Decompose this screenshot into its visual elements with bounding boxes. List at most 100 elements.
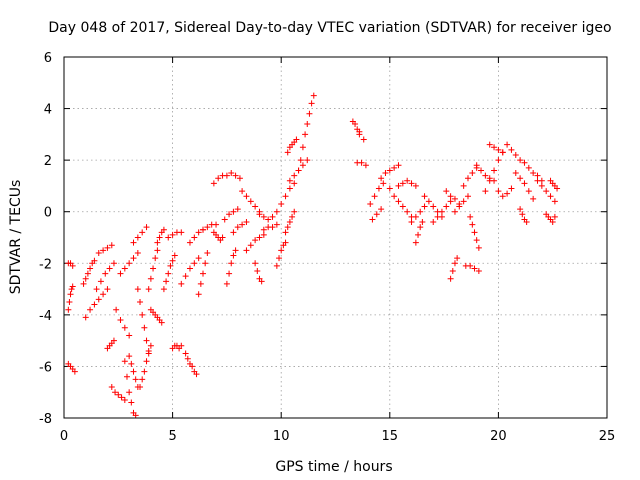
series-arc-37 <box>260 221 280 233</box>
data-point <box>395 182 402 189</box>
data-point <box>306 110 313 117</box>
data-point <box>475 244 482 251</box>
data-point <box>252 237 259 244</box>
series-arc-18 <box>147 306 165 326</box>
data-point <box>534 172 541 179</box>
series-arc-47 <box>367 180 387 207</box>
data-point <box>254 268 261 275</box>
series-arc-39 <box>278 180 298 207</box>
data-point <box>530 170 537 177</box>
data-point <box>380 180 387 187</box>
data-point <box>491 144 498 151</box>
data-point <box>260 231 267 238</box>
series-arc-31 <box>223 247 239 287</box>
series-arc-72 <box>547 177 561 192</box>
data-point <box>95 249 102 256</box>
series-arc-61 <box>467 213 482 251</box>
data-point <box>482 172 489 179</box>
series-arc-19 <box>154 226 167 246</box>
series-arc-66 <box>504 141 524 164</box>
data-point <box>184 355 191 362</box>
data-point <box>128 360 135 367</box>
data-point <box>239 188 246 195</box>
data-point <box>543 188 550 195</box>
data-point <box>256 211 263 218</box>
data-point <box>549 219 556 226</box>
data-point <box>234 206 241 213</box>
data-point <box>419 219 426 226</box>
data-point <box>478 167 485 174</box>
data-point <box>147 342 154 349</box>
plot-frame <box>63 56 608 419</box>
x-axis-label: GPS time / hours <box>275 459 392 475</box>
data-point <box>265 216 272 223</box>
series-arc-38 <box>273 239 289 269</box>
data-point <box>391 164 398 171</box>
series-arc-30 <box>221 206 241 223</box>
series-arc-43 <box>284 136 300 156</box>
data-point <box>512 151 519 158</box>
data-point <box>382 170 389 177</box>
series-arc-53 <box>412 219 426 246</box>
data-point <box>139 229 146 236</box>
data-point <box>126 353 133 360</box>
series-arc-63 <box>482 149 506 195</box>
data-point <box>417 208 424 215</box>
data-point <box>310 92 317 99</box>
series-arc-12 <box>121 358 139 419</box>
data-point <box>82 314 89 321</box>
data-point <box>371 193 378 200</box>
data-point <box>293 136 300 143</box>
series-arc-26 <box>195 249 211 298</box>
data-point <box>165 270 172 277</box>
data-point <box>117 270 124 277</box>
data-point <box>87 265 94 272</box>
data-point <box>110 337 117 344</box>
data-point <box>137 298 144 305</box>
data-point <box>291 180 298 187</box>
data-point <box>278 200 285 207</box>
data-point <box>228 260 235 267</box>
series-arc-51 <box>395 177 419 189</box>
data-point <box>499 193 506 200</box>
data-point <box>215 175 222 182</box>
data-point <box>100 291 107 298</box>
data-point <box>362 162 369 169</box>
series-arc-10 <box>113 306 133 339</box>
data-point <box>178 280 185 287</box>
data-point <box>204 224 211 231</box>
series-arc-50 <box>386 185 415 220</box>
data-point <box>104 286 111 293</box>
data-point <box>182 273 189 280</box>
data-point <box>186 239 193 246</box>
data-point <box>130 239 137 246</box>
data-point <box>200 226 207 233</box>
series-arc-69 <box>521 159 545 184</box>
data-point <box>375 185 382 192</box>
data-point <box>195 229 202 236</box>
x-tick-label: 15 <box>382 429 399 444</box>
data-point <box>430 203 437 210</box>
data-point <box>412 239 419 246</box>
data-point <box>443 203 450 210</box>
series-arc-64 <box>486 141 506 156</box>
y-tick-label: -4 <box>39 309 52 324</box>
data-point <box>538 182 545 189</box>
data-point <box>523 219 530 226</box>
data-point <box>404 208 411 215</box>
data-point <box>408 219 415 226</box>
data-point <box>121 324 128 331</box>
series-arc-34 <box>243 231 267 254</box>
data-point <box>473 162 480 169</box>
data-point <box>82 275 89 282</box>
data-point <box>460 198 467 205</box>
data-point <box>495 157 502 164</box>
data-point <box>130 368 137 375</box>
data-point <box>495 146 502 153</box>
data-point <box>286 185 293 192</box>
data-point <box>197 280 204 287</box>
data-point <box>269 224 276 231</box>
data-point <box>163 278 170 285</box>
series-arc-48 <box>369 206 385 223</box>
